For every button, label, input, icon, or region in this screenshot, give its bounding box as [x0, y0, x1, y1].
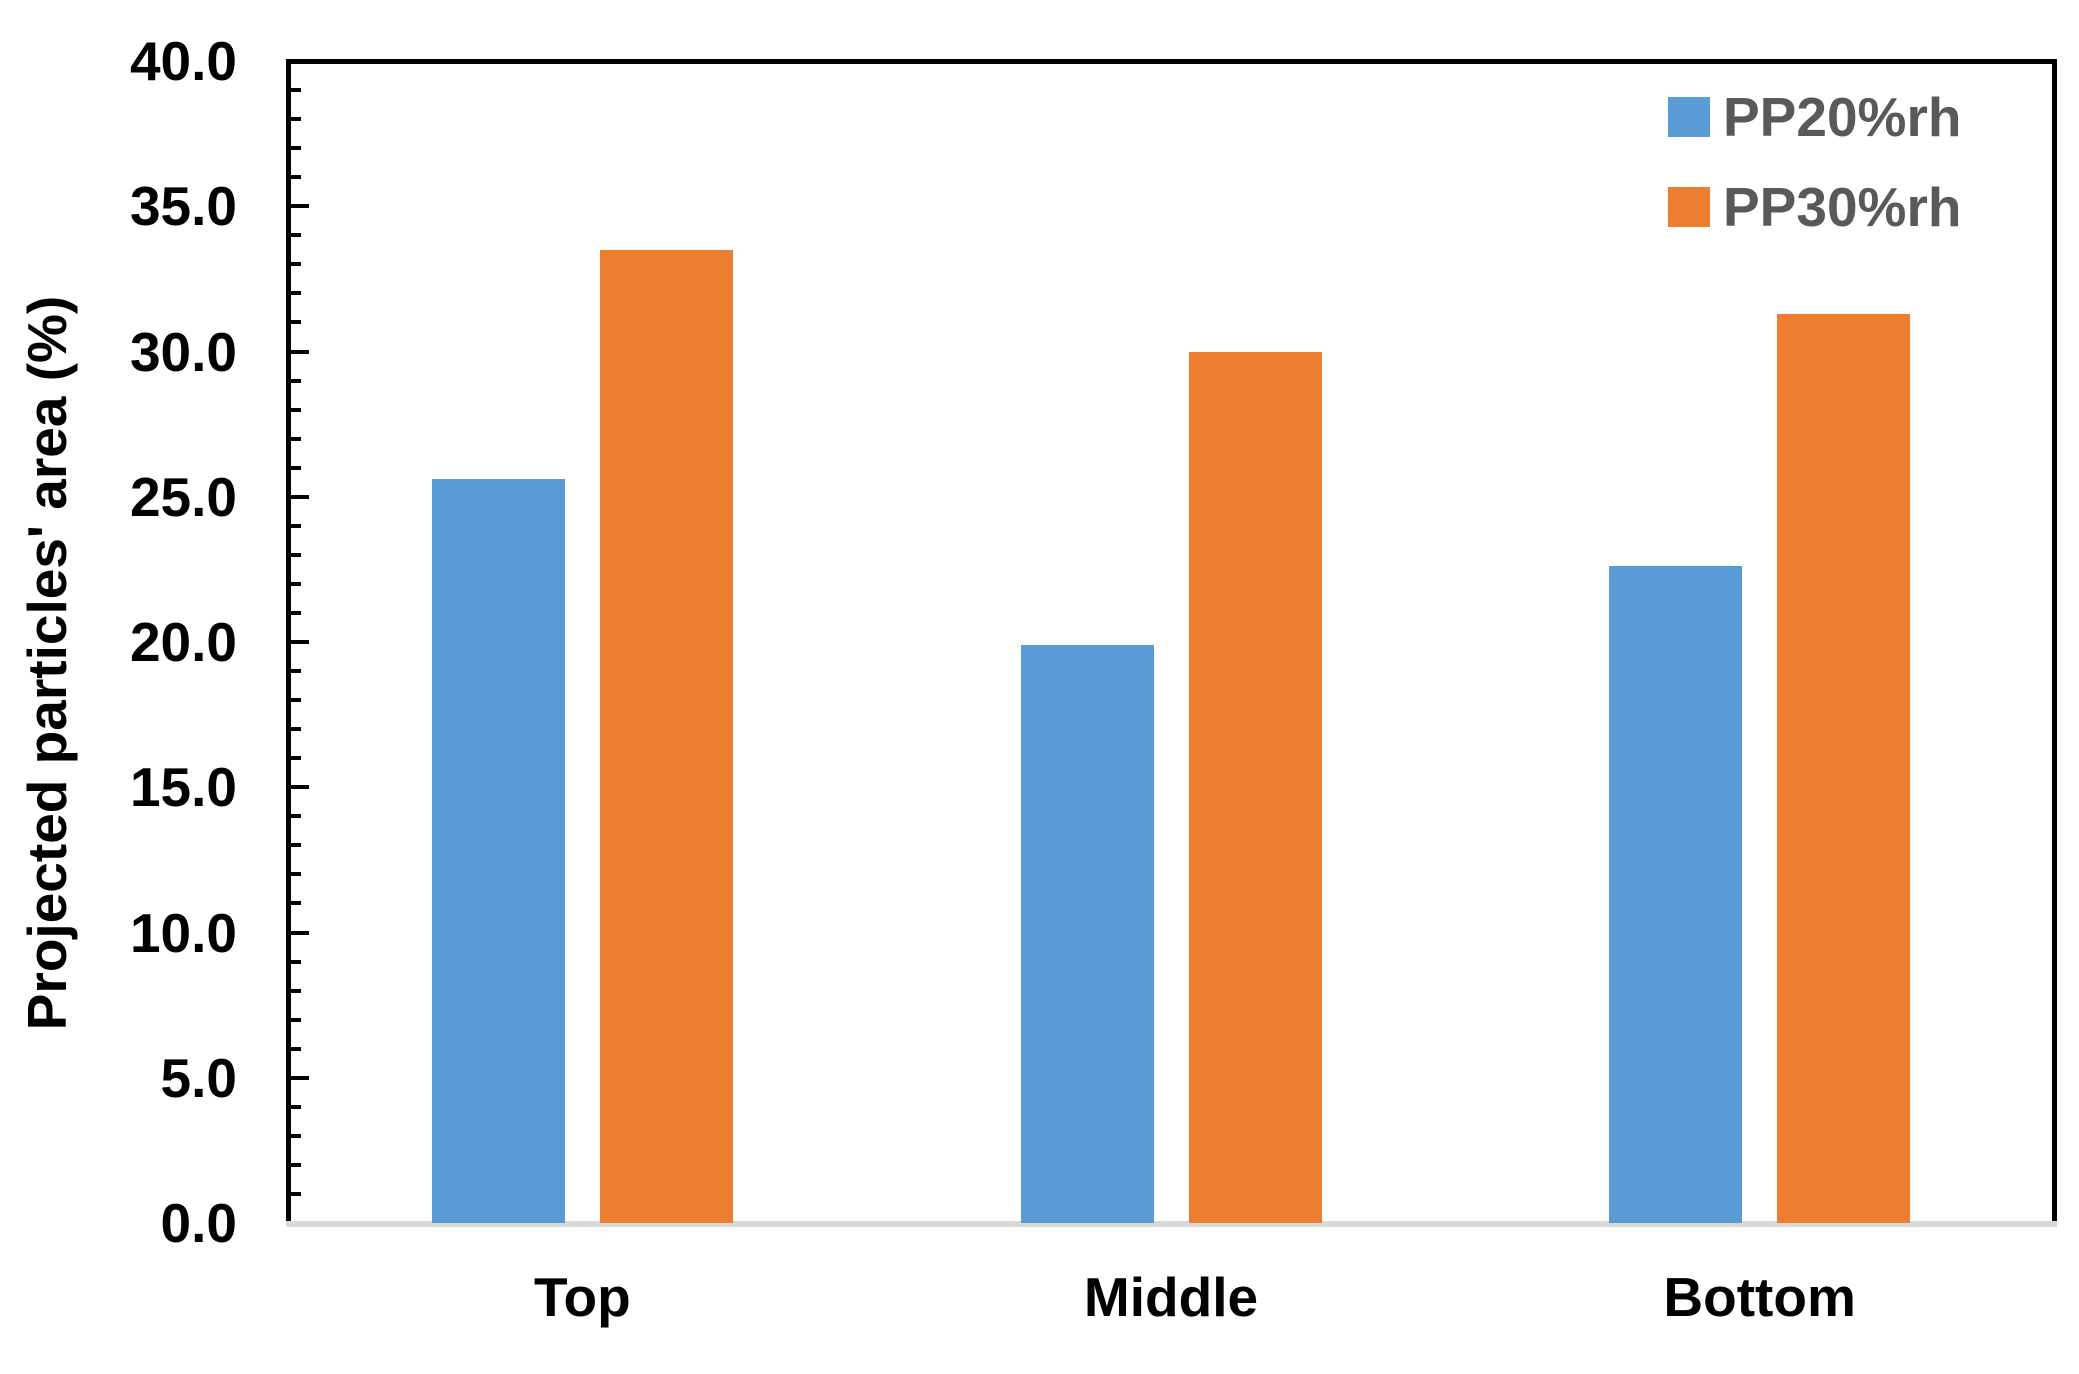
bar-bottom-pp20rh — [1609, 566, 1743, 1223]
y-axis-minor-tick — [290, 988, 301, 993]
y-axis-minor-tick — [290, 552, 301, 557]
x-axis-label-top: Top — [533, 1266, 631, 1328]
bar-top-pp30rh — [599, 249, 733, 1223]
y-axis-minor-tick — [290, 320, 301, 325]
plot-border-top — [286, 59, 2057, 64]
y-axis-minor-tick — [290, 610, 301, 615]
y-axis-major-tick — [290, 640, 309, 644]
y-axis-tick-label: 5.0 — [160, 1046, 237, 1109]
y-axis-minor-tick — [290, 756, 301, 761]
y-axis-tick-label: 20.0 — [129, 611, 237, 673]
y-axis-minor-tick — [290, 262, 301, 267]
plot-border-right — [2052, 59, 2057, 1221]
y-axis-minor-tick — [290, 1017, 301, 1022]
y-axis-line — [286, 59, 291, 1221]
y-axis-minor-tick — [290, 1191, 301, 1196]
y-axis-tick-label: 25.0 — [129, 465, 237, 528]
y-axis-minor-tick — [290, 959, 301, 964]
y-axis-tick-label: 35.0 — [129, 175, 237, 238]
y-axis-minor-tick — [290, 407, 301, 412]
y-axis-minor-tick — [290, 1046, 301, 1051]
legend-swatch-pp30rh — [1668, 187, 1710, 227]
y-axis-tick-label: 30.0 — [129, 320, 237, 383]
y-axis-minor-tick — [290, 669, 301, 674]
y-axis-minor-tick — [290, 436, 301, 441]
y-axis-major-tick — [290, 494, 309, 499]
y-axis-minor-tick — [290, 727, 301, 732]
y-axis-minor-tick — [290, 523, 301, 528]
y-axis-minor-tick — [290, 146, 301, 151]
bar-middle-pp20rh — [1020, 644, 1154, 1223]
y-axis-minor-tick — [290, 175, 301, 180]
legend-label-pp20rh: PP20%rh — [1723, 86, 1962, 148]
y-axis-minor-tick — [290, 378, 301, 383]
y-axis-major-tick — [290, 930, 309, 935]
bar-middle-pp30rh — [1188, 351, 1322, 1223]
y-axis-minor-tick — [290, 1133, 301, 1138]
y-axis-major-tick — [290, 349, 309, 354]
y-axis-minor-tick — [290, 291, 301, 296]
y-axis-minor-tick — [290, 117, 301, 122]
y-axis-minor-tick — [290, 901, 301, 906]
y-axis-minor-tick — [290, 1162, 301, 1167]
y-axis-major-tick — [290, 1075, 309, 1080]
y-axis-minor-tick — [290, 233, 301, 238]
y-axis-minor-tick — [290, 88, 301, 93]
y-axis-minor-tick — [290, 843, 301, 848]
y-axis-minor-tick — [290, 1104, 301, 1109]
legend-swatch-pp20rh — [1668, 97, 1710, 137]
bar-top-pp20rh — [431, 479, 565, 1223]
y-axis-tick-label: 10.0 — [129, 901, 237, 964]
y-axis-major-tick — [290, 204, 309, 209]
legend-item-pp20rh: PP20%rh — [1668, 83, 1961, 151]
legend-item-pp30rh: PP30%rh — [1668, 173, 1961, 241]
x-axis-label-middle: Middle — [1083, 1266, 1259, 1328]
y-axis-tick-label: 40.0 — [129, 30, 237, 92]
y-axis-major-tick — [290, 785, 309, 790]
x-axis-line — [286, 1221, 2057, 1227]
y-axis-minor-tick — [290, 581, 301, 586]
y-axis-minor-tick — [290, 814, 301, 819]
bar-bottom-pp30rh — [1777, 313, 1911, 1223]
legend-label-pp30rh: PP30%rh — [1723, 176, 1962, 238]
x-axis-label-bottom: Bottom — [1663, 1266, 1856, 1328]
y-axis-minor-tick — [290, 698, 301, 703]
y-axis-tick-label: 15.0 — [129, 756, 237, 819]
y-axis-minor-tick — [290, 872, 301, 877]
y-axis-tick-label: 0.0 — [160, 1192, 237, 1254]
y-axis-minor-tick — [290, 465, 301, 470]
